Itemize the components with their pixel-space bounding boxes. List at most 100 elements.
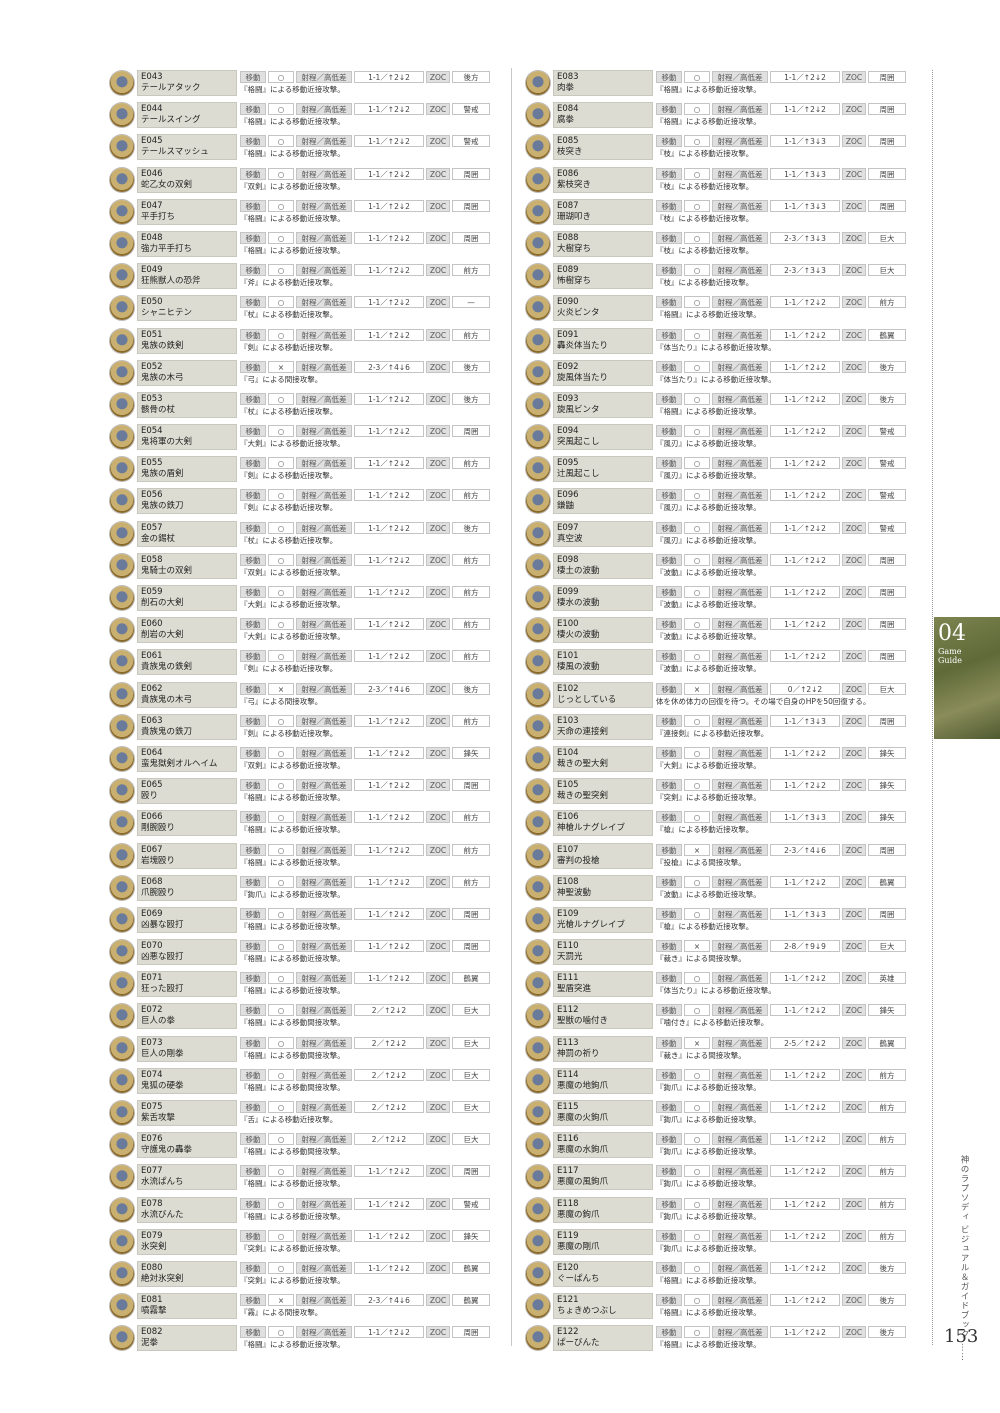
- skill-emblem-icon: [526, 296, 550, 321]
- skill-id-name: E067 岩塊殴り: [137, 842, 237, 869]
- zoc-value: 鶴翼: [452, 1294, 490, 1307]
- skill-emblem-icon: [526, 135, 550, 160]
- zoc-value: 前方: [868, 1133, 906, 1146]
- skill-name: 旋風ビンタ: [557, 404, 600, 415]
- zoc-value: 前方: [868, 1068, 906, 1081]
- skill-stats: 移動 ○ 射程／高低差 1-1／↑2↓2 ZOC 周囲: [656, 650, 908, 663]
- skill-description: 『格闘』による移動近接攻撃。: [656, 1340, 761, 1350]
- skill-emblem-icon: [526, 1101, 550, 1125]
- range-value: 2-3／↑4↓6: [354, 682, 424, 695]
- zoc-value: 周囲: [452, 1165, 490, 1178]
- zoc-label: ZOC: [842, 650, 866, 663]
- skill-stats: 移動 ○ 射程／高低差 1-1／↑2↓2 ZOC 前方: [656, 296, 908, 309]
- zoc-value: 鋒矢: [868, 811, 906, 824]
- skill-stats: 移動 ○ 射程／高低差 1-1／↑2↓2 ZOC 鋒矢: [656, 779, 908, 792]
- skill-name: ぱーびんた: [557, 1338, 600, 1349]
- skill-entry: E062 貴族鬼の木弓 移動 × 射程／高低差 2-3／↑4↓6 ZOC 後方 『弓』による間接…: [108, 681, 498, 714]
- skill-id: E098: [557, 554, 579, 565]
- skill-name: 岩塊殴り: [141, 855, 176, 866]
- skill-stats: 移動 ○ 射程／高低差 1-1／↑2↓2 ZOC 警戒: [240, 1197, 492, 1210]
- skill-entry: E043 テールアタック 移動 ○ 射程／高低差 1-1／↑2↓2 ZOC 後方 『格闘』による…: [108, 70, 498, 102]
- zoc-label: ZOC: [426, 553, 450, 566]
- skill-id: E101: [557, 651, 579, 662]
- skill-description: 『杖』による移動近接攻撃。: [240, 406, 338, 416]
- move-value: ○: [684, 457, 710, 470]
- zoc-label: ZOC: [842, 360, 866, 373]
- skill-stats: 移動 ○ 射程／高低差 1-1／↑2↓2 ZOC 周囲: [656, 553, 908, 566]
- skill-stats: 移動 ○ 射程／高低差 1-1／↑2↓2 ZOC 前方: [656, 1068, 908, 1081]
- move-value: ○: [268, 811, 294, 824]
- range-value: 1-1／↑2↓2: [770, 521, 840, 534]
- range-label: 射程／高低差: [296, 1229, 352, 1242]
- skill-emblem-icon: [110, 1068, 134, 1093]
- skill-id: E090: [557, 297, 579, 308]
- zoc-value: 警戒: [452, 1197, 490, 1210]
- skill-emblem-icon: [526, 586, 550, 610]
- skill-id-name: E102 じっとしている: [553, 681, 653, 708]
- zoc-label: ZOC: [426, 103, 450, 116]
- move-label: 移動: [656, 231, 682, 244]
- skill-id: E110: [557, 941, 579, 952]
- skill-name: 氷突剣: [141, 1241, 167, 1252]
- skill-entry: E099 棲水の波動 移動 ○ 射程／高低差 1-1／↑2↓2 ZOC 周囲 『波動』による移動…: [524, 585, 914, 617]
- skill-id: E047: [141, 200, 163, 211]
- move-label: 移動: [240, 746, 266, 759]
- skill-emblem-icon: [110, 425, 134, 450]
- range-label: 射程／高低差: [296, 231, 352, 244]
- move-value: ○: [268, 1229, 294, 1242]
- skill-description: 『格闘』による移動近接攻撃。: [240, 825, 345, 835]
- range-label: 射程／高低差: [296, 618, 352, 631]
- skill-entry: E101 棲風の波動 移動 ○ 射程／高低差 1-1／↑2↓2 ZOC 周囲 『波動』による移動…: [524, 649, 914, 681]
- move-label: 移動: [656, 199, 682, 212]
- skill-stats: 移動 ○ 射程／高低差 1-1／↑2↓2 ZOC 前方: [656, 1229, 908, 1242]
- skill-emblem-icon: [110, 553, 134, 578]
- zoc-value: 鋒矢: [868, 779, 906, 792]
- skill-description: 『大剣』による移動近接攻撃。: [656, 760, 761, 770]
- move-label: 移動: [656, 360, 682, 373]
- zoc-value: 周囲: [868, 907, 906, 920]
- zoc-label: ZOC: [426, 489, 450, 502]
- skill-description: 『格闘』による移動近接攻撃。: [240, 85, 345, 94]
- skill-id-name: E117 悪魔の風鉤爪: [553, 1164, 653, 1191]
- skill-emblem-icon: [110, 811, 134, 836]
- skill-id: E053: [141, 393, 163, 404]
- range-value: 1-1／↑2↓2: [770, 1133, 840, 1146]
- skill-id: E087: [557, 200, 579, 211]
- move-value: ○: [268, 650, 294, 663]
- skill-id-name: E052 鬼族の木弓: [137, 359, 237, 386]
- skill-entry: E044 テールスイング 移動 ○ 射程／高低差 1-1／↑2↓2 ZOC 警戒 『格闘』による…: [108, 102, 498, 134]
- skill-description: 『格闘』による移動近接攻撃。: [240, 954, 345, 964]
- move-value: ○: [684, 714, 710, 727]
- range-value: 1-1／↑3↓3: [770, 714, 840, 727]
- zoc-label: ZOC: [426, 618, 450, 631]
- skill-id-name: E061 貴族鬼の鉄剣: [137, 649, 237, 676]
- range-value: 1-1／↑2↓2: [354, 811, 424, 824]
- skill-description: 『舌』による移動近接攻撃。: [240, 1115, 338, 1124]
- skill-name: 泥拳: [141, 1338, 159, 1349]
- skill-entry: E063 貴族鬼の鉄刀 移動 ○ 射程／高低差 1-1／↑2↓2 ZOC 前方 『剣』による移動…: [108, 713, 498, 746]
- skill-description: 『枝』による移動近接攻撃。: [656, 245, 754, 255]
- range-value: 1-1／↑2↓2: [354, 1229, 424, 1242]
- skill-stats: 移動 ○ 射程／高低差 1-1／↑2↓2 ZOC 周囲: [656, 586, 908, 598]
- skill-name: 蛇乙女の双剣: [141, 179, 193, 190]
- skill-entry: E078 水流びんた 移動 ○ 射程／高低差 1-1／↑2↓2 ZOC 警戒 『格闘』による移動…: [108, 1196, 498, 1229]
- range-label: 射程／高低差: [296, 328, 352, 341]
- zoc-label: ZOC: [842, 1101, 866, 1113]
- range-value: 2／↑2↓2: [354, 1068, 424, 1081]
- skill-entry: E105 裁きの聖突剣 移動 ○ 射程／高低差 1-1／↑2↓2 ZOC 鋒矢 『突剣』による移…: [524, 778, 914, 810]
- move-value: ○: [684, 328, 710, 341]
- zoc-label: ZOC: [842, 875, 866, 888]
- zoc-label: ZOC: [842, 425, 866, 438]
- skill-emblem-icon: [526, 746, 550, 771]
- skill-entry: E080 絶対氷突剣 移動 ○ 射程／高低差 1-1／↑2↓2 ZOC 鶴翼 『突剣』による移動…: [108, 1260, 498, 1293]
- skill-name: 水流びんた: [141, 1209, 184, 1220]
- skill-entry: E055 鬼族の盾剣 移動 ○ 射程／高低差 1-1／↑2↓2 ZOC 前方 『剣』による移動近…: [108, 456, 498, 488]
- skill-id-name: E094 突風起こし: [553, 424, 653, 451]
- skill-id: E121: [557, 1295, 579, 1306]
- skill-emblem-icon: [110, 231, 134, 256]
- move-label: 移動: [656, 135, 682, 148]
- skill-id: E091: [557, 329, 579, 340]
- zoc-value: 警戒: [868, 489, 906, 502]
- skill-name: 絶対氷突剣: [141, 1273, 184, 1284]
- zoc-value: 前方: [452, 586, 490, 598]
